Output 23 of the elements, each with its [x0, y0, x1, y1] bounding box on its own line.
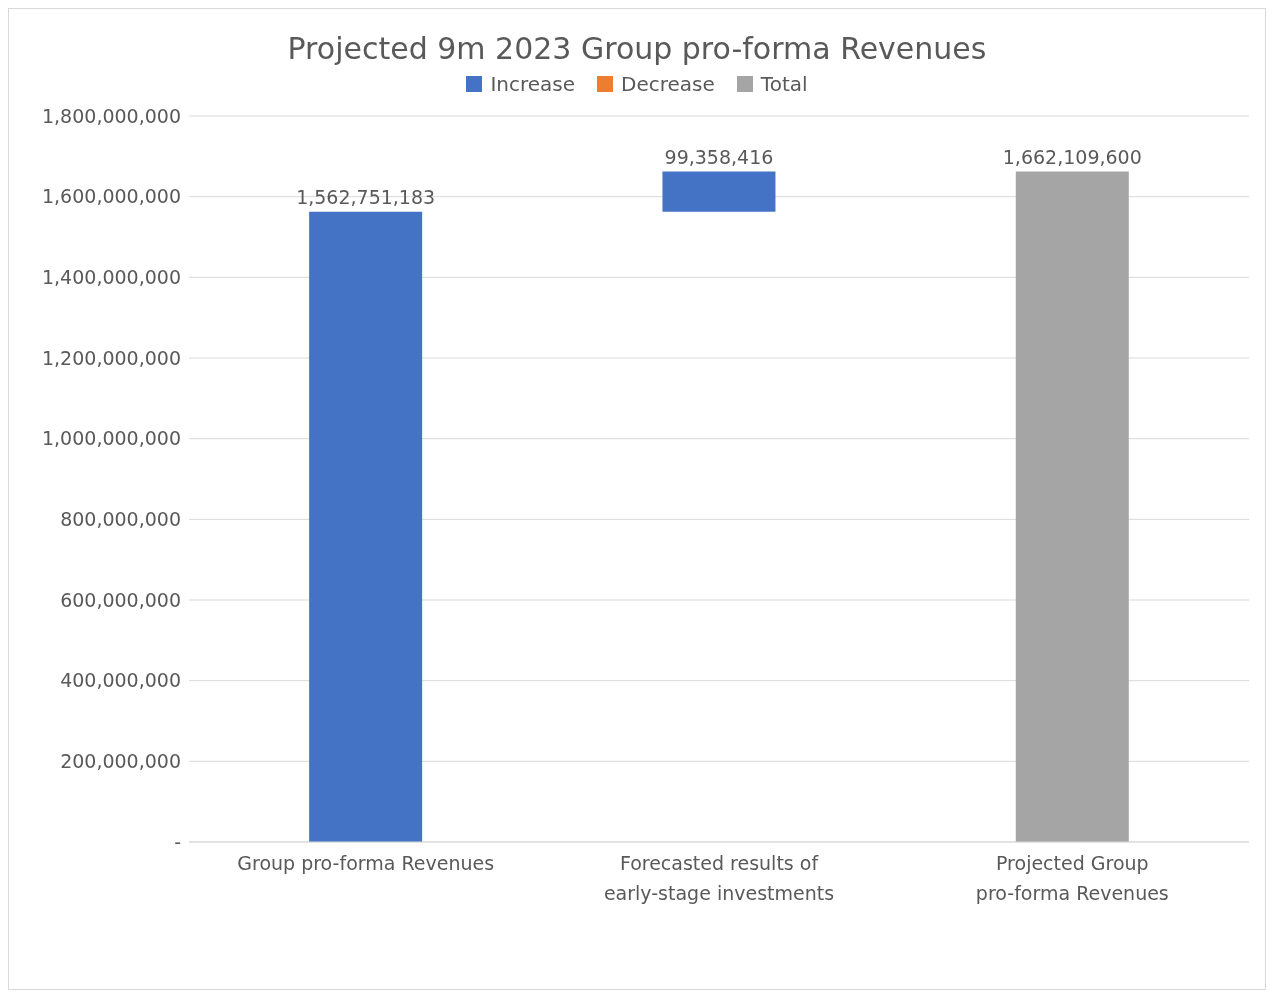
y-tick-label: 200,000,000 — [60, 750, 181, 773]
x-tick-label: Group pro-forma Revenues — [237, 852, 495, 874]
y-tick-label: 1,000,000,000 — [41, 427, 181, 450]
y-tick-label: 400,000,000 — [60, 669, 181, 692]
bar — [1015, 171, 1129, 842]
x-tick-label: Forecasted results of early-stage investments — [603, 852, 835, 904]
y-tick-label: - — [174, 830, 181, 853]
y-tick-label: 1,800,000,000 — [41, 104, 181, 127]
y-tick-label: 600,000,000 — [60, 588, 181, 611]
legend-label: Decrease — [620, 72, 715, 96]
legend-label: Increase — [489, 72, 576, 96]
legend-label: Total — [759, 72, 808, 96]
y-tick-label: 1,600,000,000 — [41, 185, 181, 208]
data-label: 1,562,751,183 — [296, 185, 436, 208]
y-tick-label: 1,400,000,000 — [41, 266, 181, 289]
chart-title: Projected 9m 2023 Group pro-forma Revenues — [286, 31, 988, 66]
y-tick-label: 800,000,000 — [60, 508, 181, 531]
bar — [309, 211, 423, 842]
y-tick-label: 1,200,000,000 — [41, 346, 181, 369]
data-label: 99,358,416 — [664, 145, 774, 168]
data-label: 1,662,109,600 — [1002, 145, 1142, 168]
x-tick-label: Projected Group pro-forma Revenues — [975, 852, 1169, 904]
bar — [662, 171, 776, 212]
